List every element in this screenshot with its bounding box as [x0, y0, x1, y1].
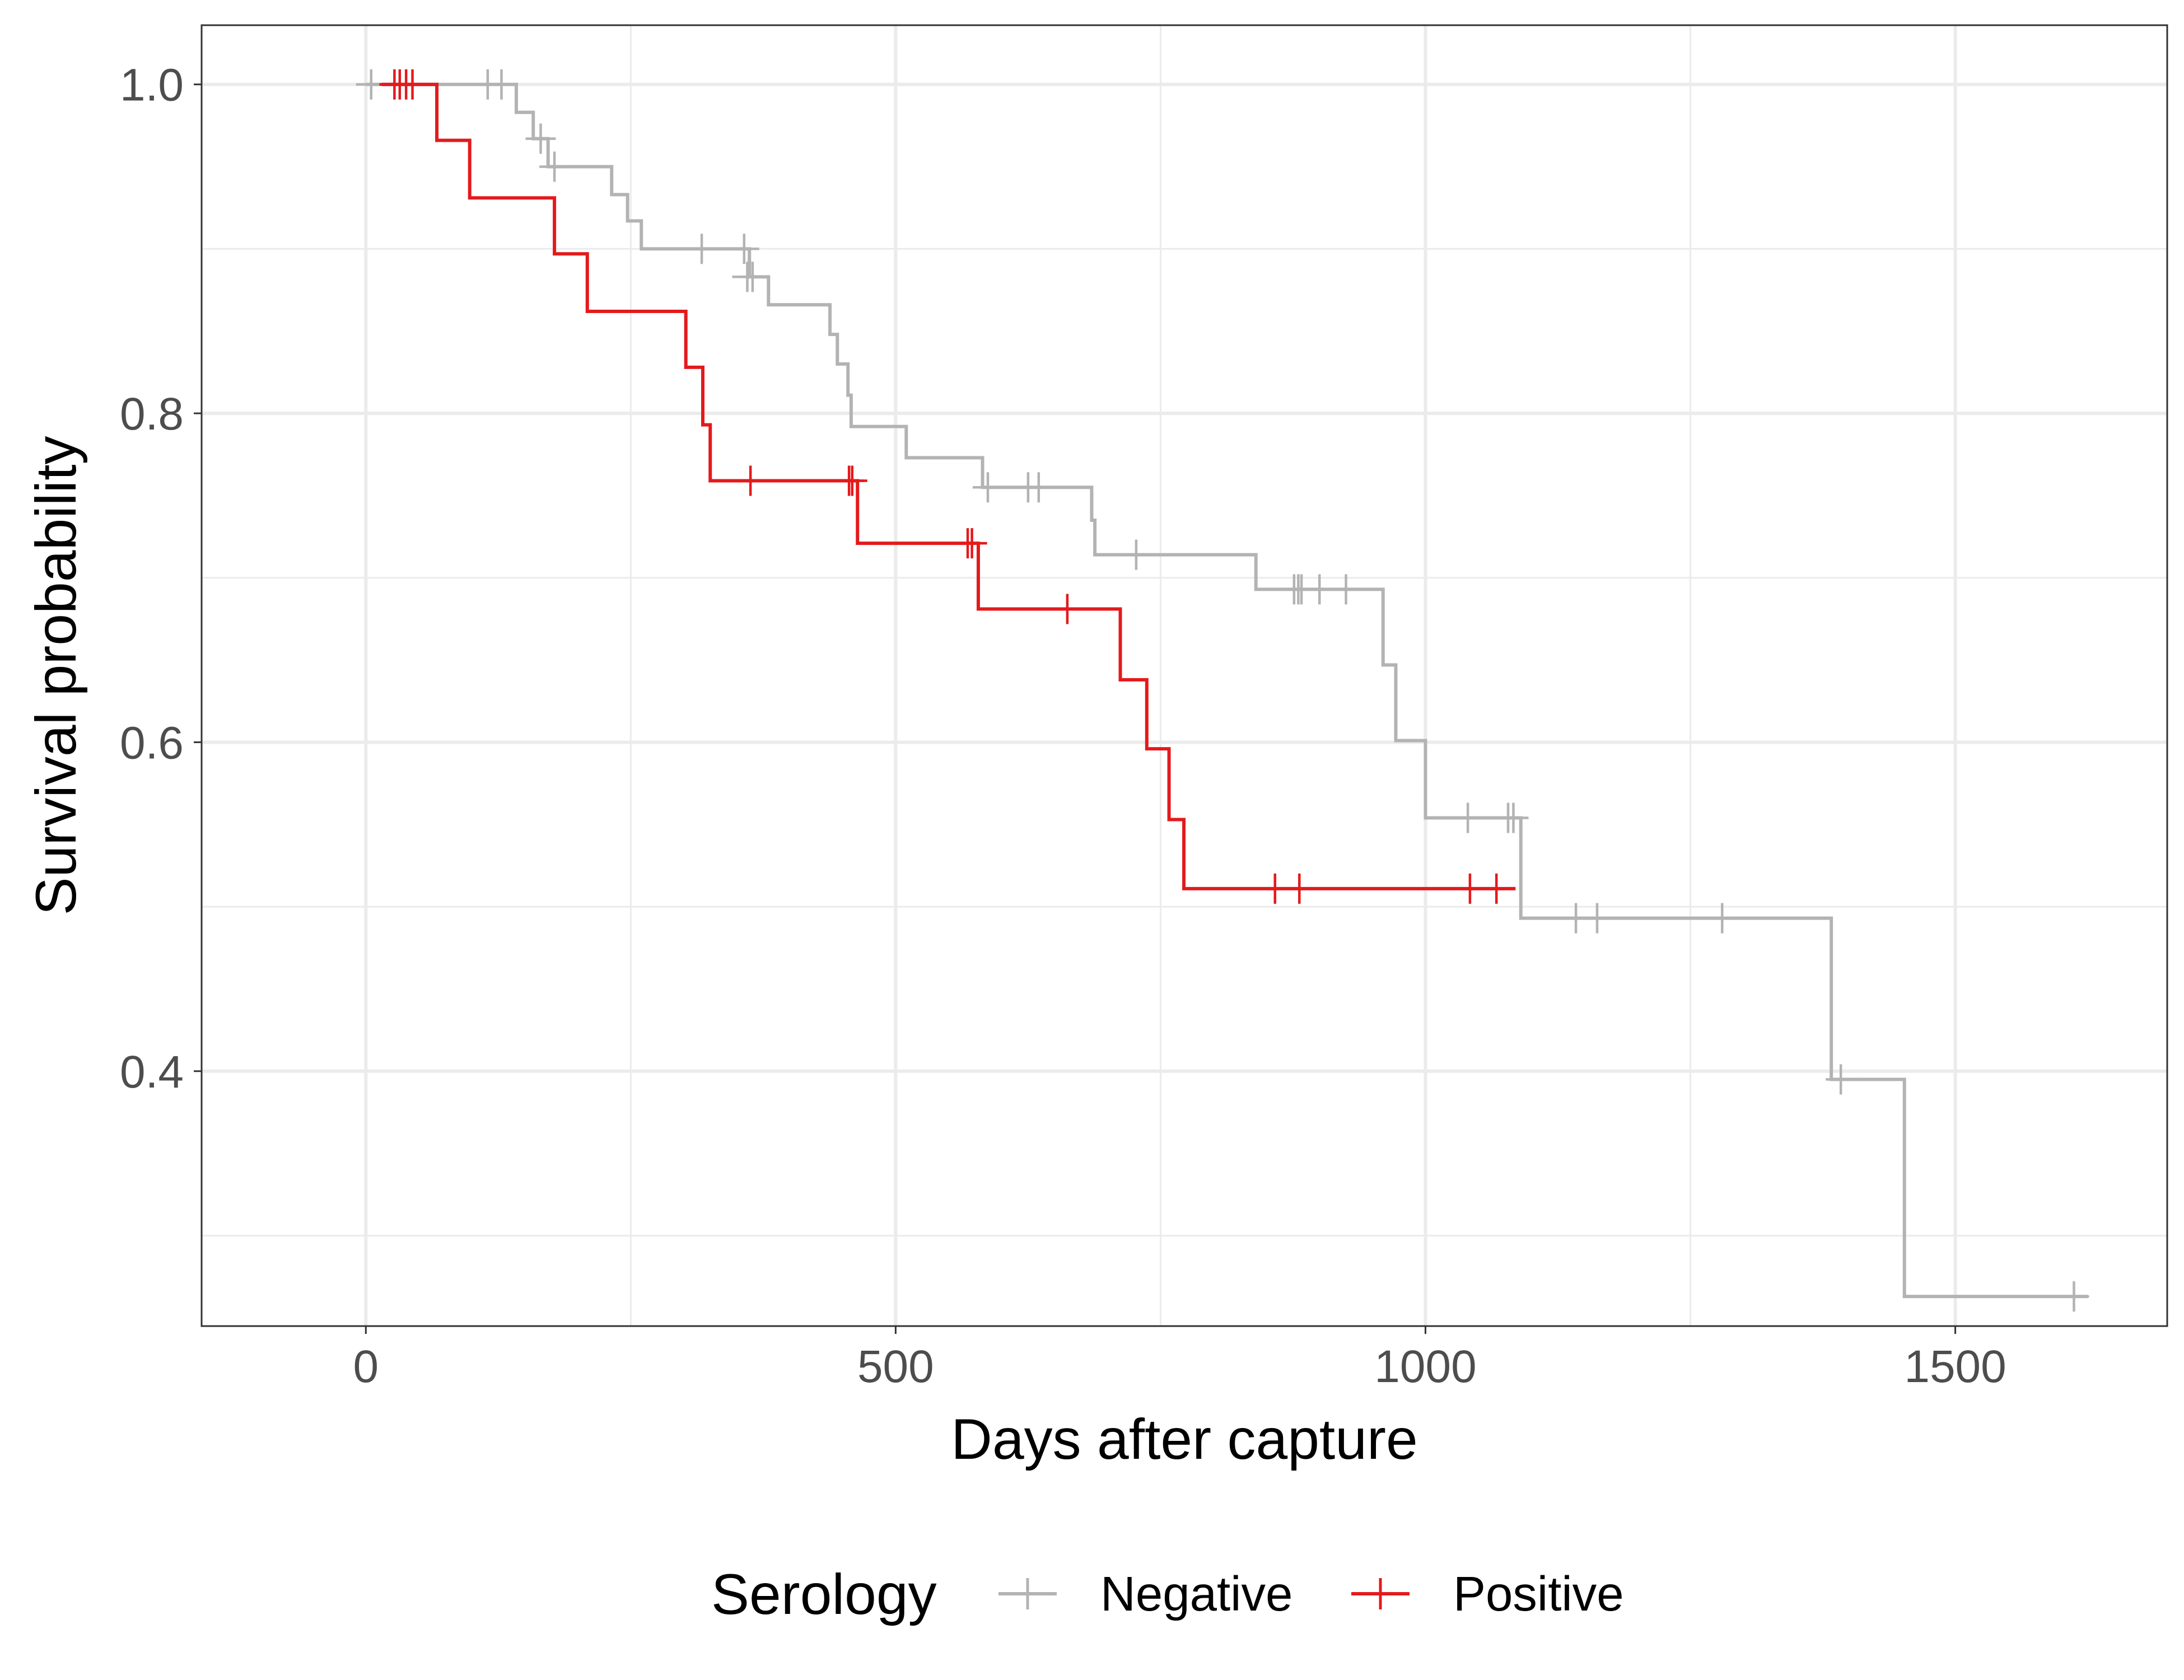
series-negative — [356, 69, 2089, 1312]
y-axis-title: Survival probability — [24, 436, 88, 915]
legend-label-negative: Negative — [1100, 1567, 1292, 1621]
censor-mark-negative — [729, 234, 759, 264]
series-line-positive — [381, 82, 1516, 890]
grid-lines — [202, 25, 2167, 1326]
x-tick-label: 0 — [353, 1341, 379, 1392]
censor-mark-negative — [1826, 1064, 1856, 1095]
axes-layer: 0 500 1000 1500 0.4 0.6 0.8 1.0 — [120, 60, 2006, 1392]
censor-mark-positive — [397, 69, 428, 100]
censor-mark-negative — [1331, 574, 1361, 605]
censor-mark-negative — [2059, 1281, 2089, 1312]
y-tick-label: 0.4 — [120, 1047, 184, 1098]
censor-mark-negative — [1121, 539, 1151, 570]
censor-mark-positive — [837, 465, 867, 496]
series-line-negative — [366, 82, 2088, 1299]
legend-title: Serology — [711, 1562, 937, 1626]
x-axis-title: Days after capture — [951, 1407, 1417, 1471]
censor-mark-positive — [1481, 873, 1512, 904]
y-tick-label: 0.8 — [120, 389, 184, 440]
censor-mark-negative — [1453, 802, 1483, 833]
censor-mark-negative — [1498, 802, 1529, 833]
censor-mark-positive — [956, 528, 987, 559]
series-positive — [379, 69, 1516, 904]
censor-mark-positive — [1052, 594, 1082, 624]
censor-mark-negative — [525, 123, 556, 154]
x-tick-label: 1000 — [1374, 1341, 1476, 1392]
censor-mark-negative — [687, 234, 717, 264]
y-tick-label: 0.6 — [120, 717, 184, 768]
censor-mark-positive — [1454, 873, 1485, 904]
censor-mark-positive — [1284, 873, 1315, 904]
censor-mark-negative — [539, 151, 570, 182]
y-tick-label: 1.0 — [120, 60, 184, 111]
legend: Serology Negative Positive — [711, 1562, 1624, 1626]
censor-mark-negative — [973, 472, 1003, 503]
panel-border — [200, 24, 2168, 1327]
censor-mark-negative — [737, 262, 768, 292]
x-tick-label: 1500 — [1904, 1341, 2006, 1392]
x-tick-label: 500 — [857, 1341, 934, 1392]
censor-mark-negative — [1582, 903, 1613, 934]
censor-mark-negative — [1023, 472, 1054, 503]
legend-label-positive: Positive — [1453, 1567, 1624, 1621]
censor-mark-positive — [735, 465, 766, 496]
censor-mark-negative — [486, 69, 517, 100]
censor-mark-negative — [1304, 574, 1335, 605]
censor-mark-negative — [1707, 903, 1738, 934]
series-layer — [356, 69, 2089, 1312]
